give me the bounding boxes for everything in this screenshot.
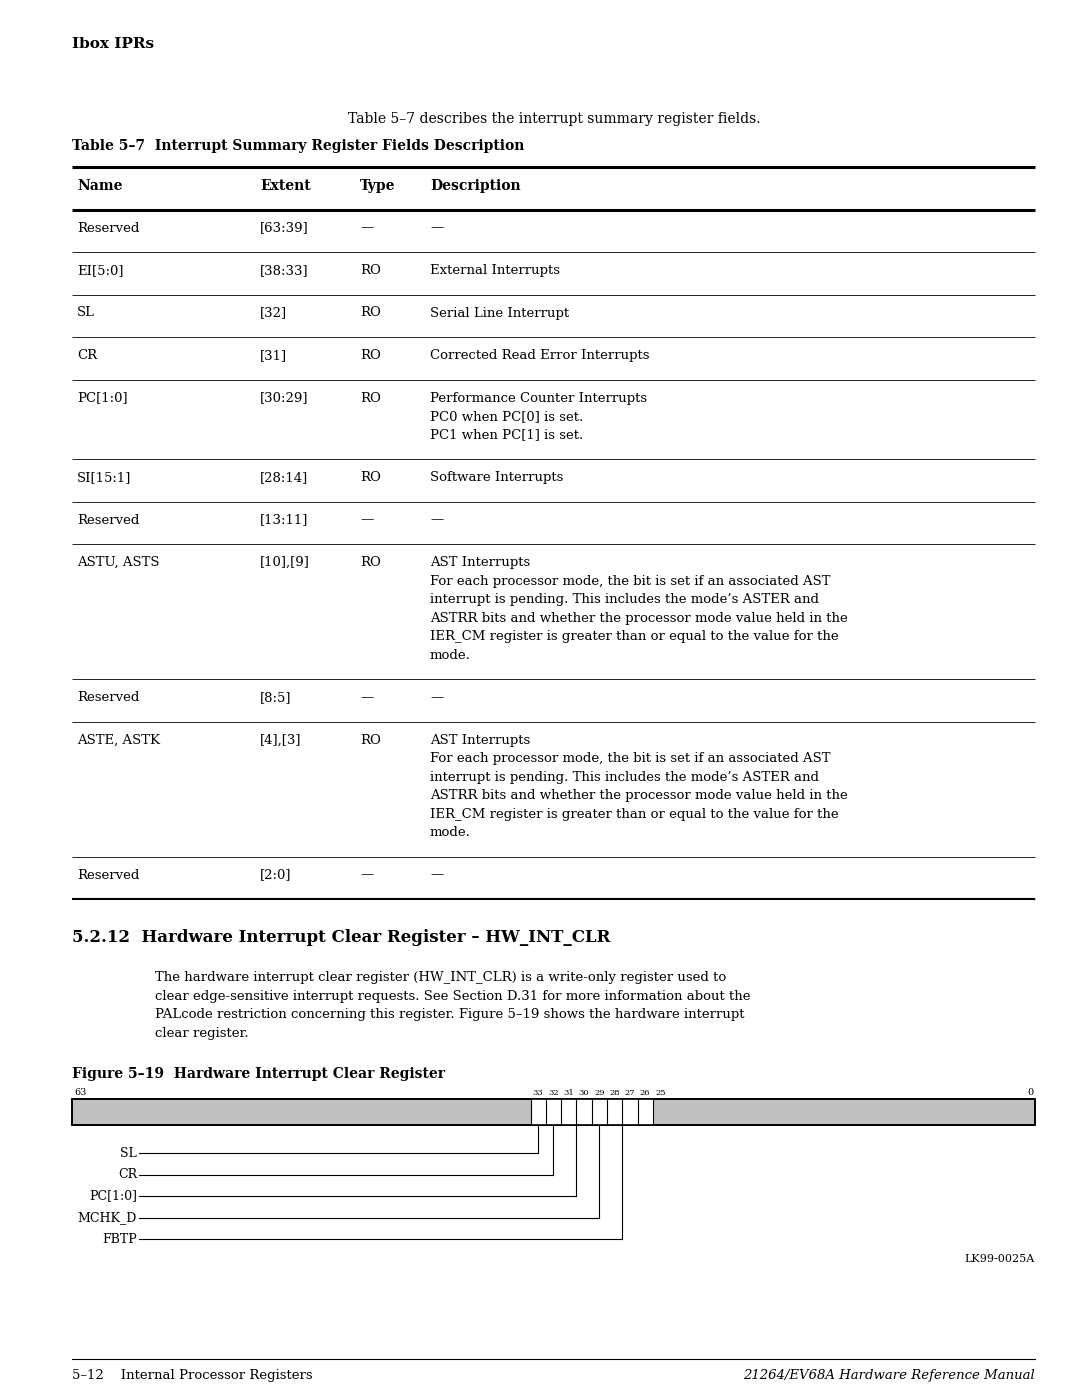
Text: AST Interrupts: AST Interrupts bbox=[430, 556, 530, 569]
Text: Ibox IPRs: Ibox IPRs bbox=[72, 36, 154, 52]
Text: AST Interrupts: AST Interrupts bbox=[430, 733, 530, 746]
Text: —: — bbox=[360, 222, 374, 235]
Text: Serial Line Interrupt: Serial Line Interrupt bbox=[430, 306, 569, 320]
Text: —: — bbox=[430, 514, 443, 527]
Text: IER_CM register is greater than or equal to the value for the: IER_CM register is greater than or equal… bbox=[430, 807, 839, 820]
Text: 29: 29 bbox=[594, 1090, 605, 1097]
Text: PC0 when PC[0] is set.: PC0 when PC[0] is set. bbox=[430, 409, 583, 423]
Text: —: — bbox=[430, 869, 443, 882]
Text: ASTRR bits and whether the processor mode value held in the: ASTRR bits and whether the processor mod… bbox=[430, 789, 848, 802]
Text: MCHK_D: MCHK_D bbox=[78, 1211, 137, 1224]
Text: LK99-0025A: LK99-0025A bbox=[964, 1255, 1035, 1264]
Text: Description: Description bbox=[430, 179, 521, 193]
Text: 32: 32 bbox=[549, 1090, 558, 1097]
Text: Table 5–7 describes the interrupt summary register fields.: Table 5–7 describes the interrupt summar… bbox=[348, 112, 760, 126]
Text: Table 5–7  Interrupt Summary Register Fields Description: Table 5–7 Interrupt Summary Register Fie… bbox=[72, 138, 525, 154]
Text: Corrected Read Error Interrupts: Corrected Read Error Interrupts bbox=[430, 349, 649, 362]
Text: [32]: [32] bbox=[260, 306, 287, 320]
Text: RO: RO bbox=[360, 306, 381, 320]
Bar bbox=[72, 1099, 1035, 1125]
Text: RO: RO bbox=[360, 349, 381, 362]
Text: 63: 63 bbox=[75, 1088, 86, 1097]
Text: [38:33]: [38:33] bbox=[260, 264, 309, 277]
Text: RO: RO bbox=[360, 264, 381, 277]
Text: clear register.: clear register. bbox=[156, 1027, 248, 1039]
Text: The hardware interrupt clear register (HW_INT_CLR) is a write-only register used: The hardware interrupt clear register (H… bbox=[156, 971, 726, 983]
Text: SI[15:1]: SI[15:1] bbox=[77, 471, 132, 483]
Text: 5–12    Internal Processor Registers: 5–12 Internal Processor Registers bbox=[72, 1369, 312, 1382]
Text: interrupt is pending. This includes the mode’s ASTER and: interrupt is pending. This includes the … bbox=[430, 771, 819, 784]
Text: —: — bbox=[430, 222, 443, 235]
Text: 27: 27 bbox=[624, 1090, 635, 1097]
Text: IER_CM register is greater than or equal to the value for the: IER_CM register is greater than or equal… bbox=[430, 630, 839, 643]
Text: Reserved: Reserved bbox=[77, 869, 139, 882]
Text: [63:39]: [63:39] bbox=[260, 222, 309, 235]
Text: CR: CR bbox=[118, 1168, 137, 1180]
Text: External Interrupts: External Interrupts bbox=[430, 264, 561, 277]
Text: mode.: mode. bbox=[430, 826, 471, 840]
Text: Extent: Extent bbox=[260, 179, 311, 193]
Text: Figure 5–19  Hardware Interrupt Clear Register: Figure 5–19 Hardware Interrupt Clear Reg… bbox=[72, 1067, 445, 1081]
Text: Reserved: Reserved bbox=[77, 692, 139, 704]
Text: EI[5:0]: EI[5:0] bbox=[77, 264, 123, 277]
Text: —: — bbox=[430, 692, 443, 704]
Text: [8:5]: [8:5] bbox=[260, 692, 292, 704]
Text: PALcode restriction concerning this register. Figure 5–19 shows the hardware int: PALcode restriction concerning this regi… bbox=[156, 1009, 744, 1021]
Text: [4],[3]: [4],[3] bbox=[260, 733, 301, 746]
Text: 26: 26 bbox=[640, 1090, 650, 1097]
Text: 33: 33 bbox=[532, 1090, 543, 1097]
Text: 31: 31 bbox=[564, 1090, 575, 1097]
Text: RO: RO bbox=[360, 471, 381, 483]
Text: 30: 30 bbox=[579, 1090, 590, 1097]
Text: [31]: [31] bbox=[260, 349, 287, 362]
Bar bbox=[72, 1099, 1035, 1125]
Text: PC1 when PC[1] is set.: PC1 when PC[1] is set. bbox=[430, 429, 583, 441]
Text: CR: CR bbox=[77, 349, 97, 362]
Text: RO: RO bbox=[360, 733, 381, 746]
Text: [2:0]: [2:0] bbox=[260, 869, 292, 882]
Text: 28: 28 bbox=[609, 1090, 620, 1097]
Text: SL: SL bbox=[120, 1147, 137, 1160]
Text: interrupt is pending. This includes the mode’s ASTER and: interrupt is pending. This includes the … bbox=[430, 592, 819, 606]
Text: Name: Name bbox=[77, 179, 122, 193]
Text: mode.: mode. bbox=[430, 648, 471, 662]
Text: ASTU, ASTS: ASTU, ASTS bbox=[77, 556, 160, 569]
Text: Software Interrupts: Software Interrupts bbox=[430, 471, 564, 483]
Text: clear edge-sensitive interrupt requests. See Section D.31 for more information a: clear edge-sensitive interrupt requests.… bbox=[156, 989, 751, 1003]
Text: ASTE, ASTK: ASTE, ASTK bbox=[77, 733, 160, 746]
Text: Reserved: Reserved bbox=[77, 222, 139, 235]
Text: [30:29]: [30:29] bbox=[260, 391, 309, 405]
Text: 25: 25 bbox=[656, 1090, 665, 1097]
Text: SL: SL bbox=[77, 306, 95, 320]
Text: 0: 0 bbox=[1027, 1088, 1032, 1097]
Text: —: — bbox=[360, 869, 374, 882]
Text: For each processor mode, the bit is set if an associated AST: For each processor mode, the bit is set … bbox=[430, 574, 831, 588]
Text: RO: RO bbox=[360, 556, 381, 569]
Text: ASTRR bits and whether the processor mode value held in the: ASTRR bits and whether the processor mod… bbox=[430, 612, 848, 624]
Text: PC[1:0]: PC[1:0] bbox=[77, 391, 127, 405]
Text: PC[1:0]: PC[1:0] bbox=[89, 1189, 137, 1203]
Text: [10],[9]: [10],[9] bbox=[260, 556, 310, 569]
Text: 5.2.12  Hardware Interrupt Clear Register – HW_INT_CLR: 5.2.12 Hardware Interrupt Clear Register… bbox=[72, 929, 610, 946]
Text: [13:11]: [13:11] bbox=[260, 514, 309, 527]
Text: [28:14]: [28:14] bbox=[260, 471, 308, 483]
Text: Type: Type bbox=[360, 179, 395, 193]
Text: For each processor mode, the bit is set if an associated AST: For each processor mode, the bit is set … bbox=[430, 752, 831, 766]
Text: Reserved: Reserved bbox=[77, 514, 139, 527]
Text: RO: RO bbox=[360, 391, 381, 405]
Text: —: — bbox=[360, 692, 374, 704]
Bar bbox=[530, 1099, 652, 1125]
Text: —: — bbox=[360, 514, 374, 527]
Text: Performance Counter Interrupts: Performance Counter Interrupts bbox=[430, 391, 647, 405]
Text: 21264/EV68A Hardware Reference Manual: 21264/EV68A Hardware Reference Manual bbox=[743, 1369, 1035, 1382]
Text: FBTP: FBTP bbox=[103, 1232, 137, 1246]
